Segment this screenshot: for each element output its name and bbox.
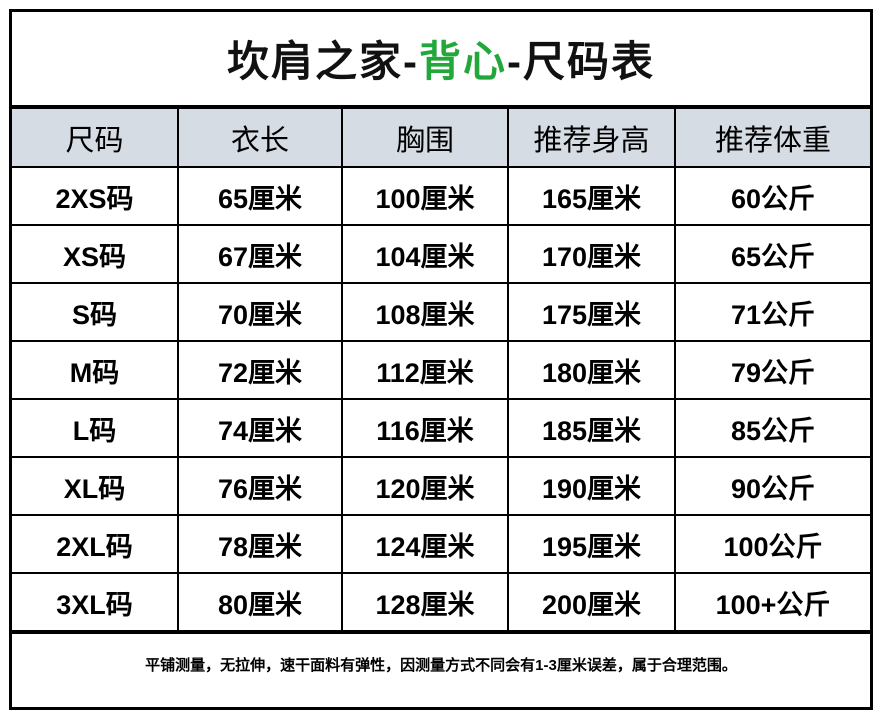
table-cell: M码 [12,340,179,400]
table-cell: 180厘米 [507,340,676,400]
table-cell: 2XL码 [12,514,179,574]
table-cell: S码 [12,282,179,342]
table-row: 2XS码 65厘米 100厘米 165厘米 60公斤 [12,166,870,226]
column-header: 推荐身高 [507,109,676,168]
measurement-note: 平铺测量，无拉伸，速干面料有弹性，因测量方式不同会有1-3厘米误差，属于合理范围… [145,656,737,674]
table-cell: 76厘米 [177,456,343,516]
table-cell: 104厘米 [341,224,509,284]
table-row: 2XL码 78厘米 124厘米 195厘米 100公斤 [12,514,870,574]
table-cell: 120厘米 [341,456,509,516]
table-cell: 72厘米 [177,340,343,400]
table-cell: 185厘米 [507,398,676,458]
table-cell: 108厘米 [341,282,509,342]
table-cell: 170厘米 [507,224,676,284]
table-cell: 112厘米 [341,340,509,400]
table-cell: 175厘米 [507,282,676,342]
table-cell: 200厘米 [507,572,676,634]
table-cell: 70厘米 [177,282,343,342]
table-row: XL码 76厘米 120厘米 190厘米 90公斤 [12,456,870,516]
table-cell: 124厘米 [341,514,509,574]
table-cell: 71公斤 [674,282,870,342]
table-row: L码 74厘米 116厘米 185厘米 85公斤 [12,398,870,458]
table-cell: XL码 [12,456,179,516]
column-header: 尺码 [12,109,179,168]
table-row: S码 70厘米 108厘米 175厘米 71公斤 [12,282,870,342]
table-cell: 78厘米 [177,514,343,574]
table-cell: L码 [12,398,179,458]
table-cell: 60公斤 [674,166,870,226]
title-highlight: 背心 [418,38,507,85]
title-suffix: -尺码表 [507,38,655,85]
header-row: 尺码 衣长 胸围 推荐身高 推荐体重 [12,109,870,168]
table-cell: 116厘米 [341,398,509,458]
table-cell: 190厘米 [507,456,676,516]
table-cell: 195厘米 [507,514,676,574]
table-row: XS码 67厘米 104厘米 170厘米 65公斤 [12,224,870,284]
table-cell: 3XL码 [12,572,179,634]
table-cell: 67厘米 [177,224,343,284]
table-cell: 128厘米 [341,572,509,634]
size-chart: 坎肩之家- 背心 -尺码表 尺码 衣长 胸围 推荐身高 推荐体重 2XS码 65厘米 100厘米… [9,9,873,710]
table-cell: 85公斤 [674,398,870,458]
table-cell: 74厘米 [177,398,343,458]
chart-title: 坎肩之家- 背心 -尺码表 [12,12,870,109]
table-cell: XS码 [12,224,179,284]
table-cell: 100厘米 [341,166,509,226]
table-cell: 65公斤 [674,224,870,284]
table-cell: 100公斤 [674,514,870,574]
table-cell: 165厘米 [507,166,676,226]
table-cell: 100+公斤 [674,572,870,634]
column-header: 衣长 [177,109,343,168]
table-cell: 79公斤 [674,340,870,400]
table-row: M码 72厘米 112厘米 180厘米 79公斤 [12,340,870,400]
table-cell: 2XS码 [12,166,179,226]
column-header: 推荐体重 [674,109,870,168]
size-table: 尺码 衣长 胸围 推荐身高 推荐体重 2XS码 65厘米 100厘米 165厘米 60公斤 XS码… [12,109,870,634]
table-cell: 80厘米 [177,572,343,634]
title-prefix: 坎肩之家- [226,38,419,85]
table-row: 3XL码 80厘米 128厘米 200厘米 100+公斤 [12,572,870,634]
table-cell: 90公斤 [674,456,870,516]
table-cell: 65厘米 [177,166,343,226]
column-header: 胸围 [341,109,509,168]
